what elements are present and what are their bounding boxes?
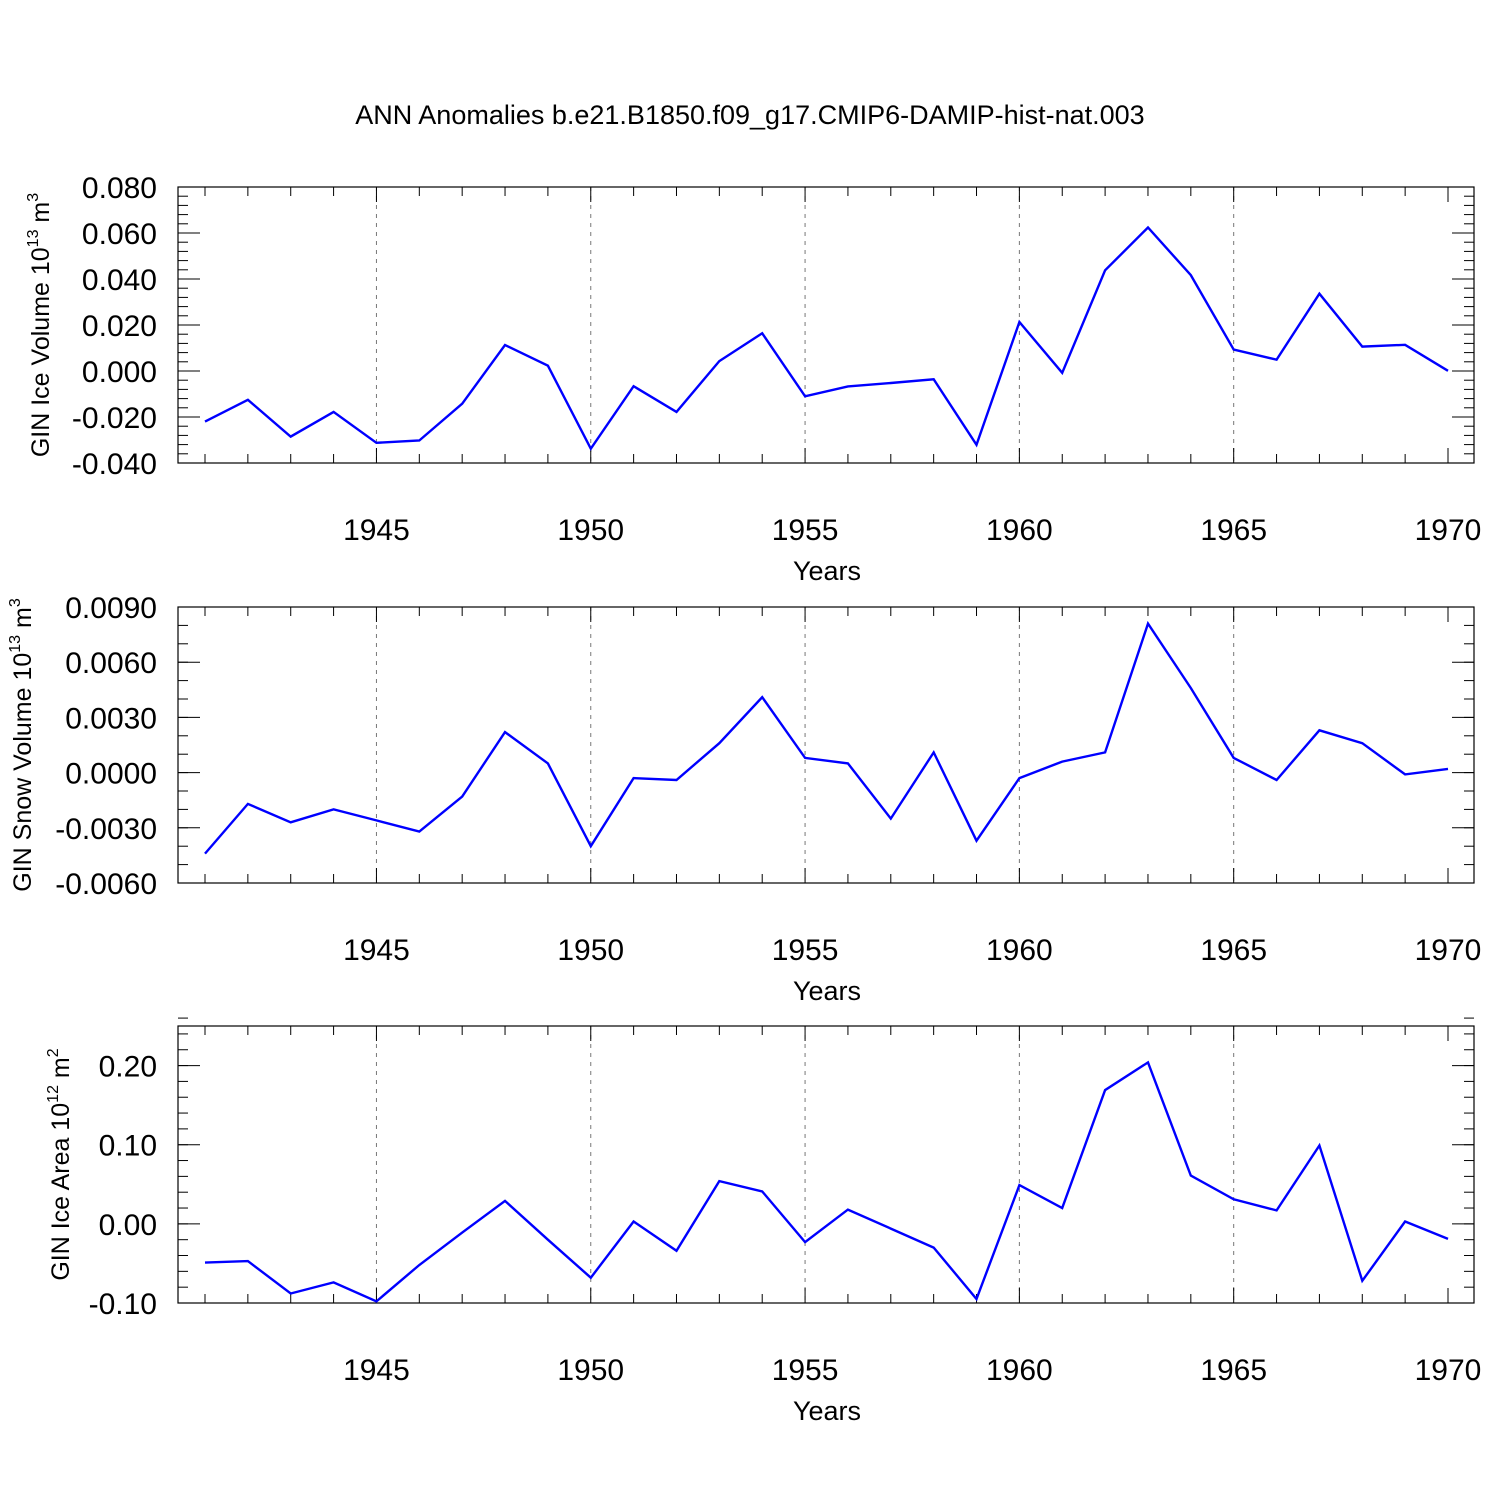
y-axis-label-superscript: 2 <box>45 1048 62 1057</box>
x-tick-label: 1955 <box>772 1354 839 1387</box>
x-tick-label: 1950 <box>557 934 624 967</box>
y-tick-label: 0.040 <box>82 264 157 297</box>
x-tick-label: 1955 <box>772 934 839 967</box>
plot-frame <box>177 606 1475 884</box>
y-tick-label: 0.0000 <box>65 758 157 791</box>
x-tick-label: 1945 <box>343 934 410 967</box>
x-tick-label: 1965 <box>1200 1354 1267 1387</box>
chart-panel-1: -0.040 -0.020 0.000 0.020 0.040 0.060 0.080 194… <box>25 172 1481 586</box>
series-line <box>204 225 1449 452</box>
y-tick-label: 0.0090 <box>65 592 157 625</box>
x-tick-label: 1970 <box>1415 934 1482 967</box>
series-line <box>204 620 1449 855</box>
y-axis-label-text: GIN Ice Area 10 <box>47 1103 75 1281</box>
y-axis-label: GIN Ice Area 1012 m2 <box>45 1048 75 1280</box>
y-tick-label: 0.080 <box>82 172 157 205</box>
x-axis-label: Years <box>793 1396 861 1426</box>
chart-panels: -0.040 -0.020 0.000 0.020 0.040 0.060 0.080 194… <box>7 172 1481 1426</box>
x-tick-label: 1970 <box>1415 514 1482 547</box>
y-axis-label-text: GIN Snow Volume 10 <box>9 653 37 892</box>
x-axis-label: Years <box>793 556 861 586</box>
y-tick-label: 0.000 <box>82 356 157 389</box>
y-tick-label: 0.020 <box>82 310 157 343</box>
y-tick-label: -0.10 <box>89 1288 157 1321</box>
y-tick-label: -0.0060 <box>55 868 157 901</box>
x-tick-label: 1960 <box>986 934 1053 967</box>
chart-panel-3: -0.10 0.00 0.10 0.20 1945 1950 1955 1960 1965 197… <box>45 1017 1482 1426</box>
y-tick-label: -0.020 <box>72 402 157 435</box>
y-axis-label-superscript: 12 <box>45 1085 62 1103</box>
x-tick-label: 1965 <box>1200 934 1267 967</box>
y-axis-label-text: GIN Ice Volume 10 <box>27 247 55 457</box>
x-tick-label: 1945 <box>343 1354 410 1387</box>
y-axis-label-text: m <box>9 607 37 635</box>
y-tick-label: 0.0030 <box>65 702 157 735</box>
y-axis-label-superscript: 13 <box>25 229 42 247</box>
y-tick-label: -0.040 <box>72 448 157 481</box>
y-tick-label: 0.10 <box>99 1130 157 1163</box>
y-axis-label: GIN Snow Volume 1013 m3 <box>7 598 37 892</box>
plot-frame <box>177 1025 1475 1304</box>
x-tick-label: 1965 <box>1200 514 1267 547</box>
x-tick-label: 1945 <box>343 514 410 547</box>
figure-title: ANN Anomalies b.e21.B1850.f09_g17.CMIP6-… <box>355 100 1144 130</box>
y-axis-label: GIN Ice Volume 1013 m3 <box>25 193 55 457</box>
y-axis-label-text: m <box>47 1057 75 1085</box>
x-tick-label: 1950 <box>557 514 624 547</box>
chart-panel-2: -0.0060 -0.0030 0.0000 0.0030 0.0060 0.0090 19… <box>7 592 1481 1006</box>
x-tick-label: 1970 <box>1415 1354 1482 1387</box>
y-tick-label: -0.0030 <box>55 813 157 846</box>
x-tick-label: 1960 <box>986 1354 1053 1387</box>
x-axis-label: Years <box>793 976 861 1006</box>
y-tick-label: 0.00 <box>99 1209 157 1242</box>
x-tick-label: 1955 <box>772 514 839 547</box>
y-axis-label-text: m <box>27 202 55 230</box>
y-tick-label: 0.20 <box>99 1051 157 1084</box>
y-tick-label: 0.060 <box>82 218 157 251</box>
x-tick-label: 1950 <box>557 1354 624 1387</box>
y-axis-label-superscript: 3 <box>7 598 24 607</box>
series-line <box>204 1060 1449 1303</box>
x-tick-label: 1960 <box>986 514 1053 547</box>
y-axis-label-superscript: 13 <box>7 635 24 653</box>
y-tick-label: 0.0060 <box>65 647 157 680</box>
y-axis-label-superscript: 3 <box>25 193 42 202</box>
